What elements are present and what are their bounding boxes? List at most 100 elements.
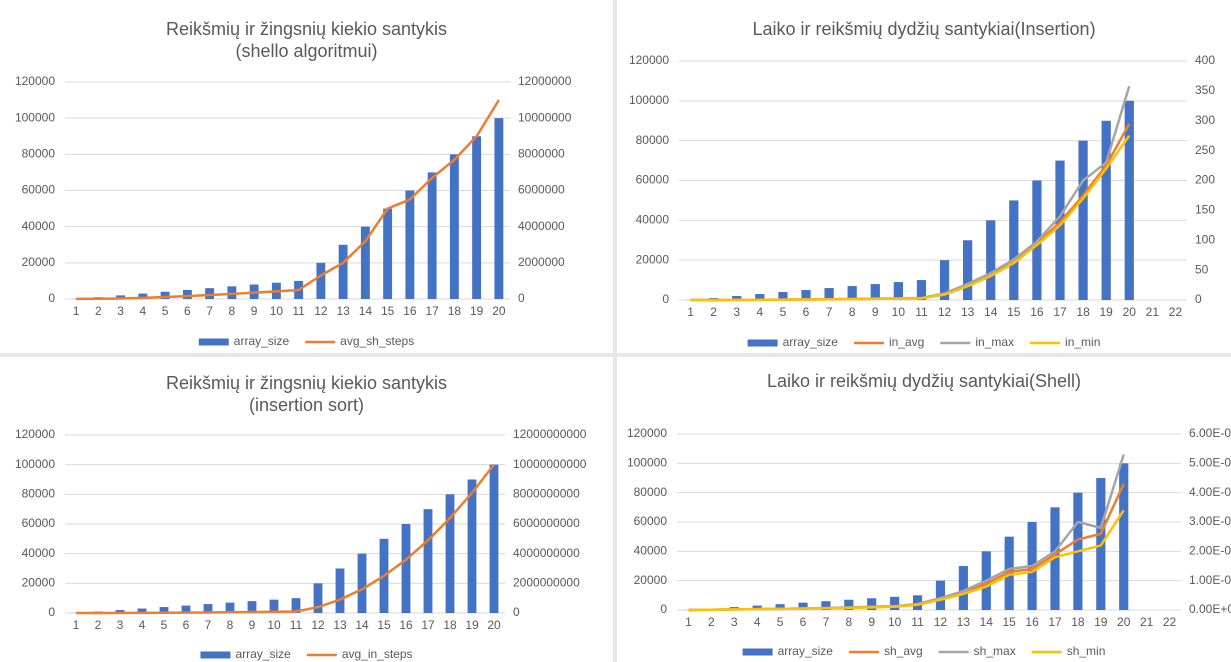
x-tick-label: 19 bbox=[470, 304, 484, 318]
x-tick-label: 21 bbox=[1146, 305, 1160, 319]
bar bbox=[160, 291, 170, 299]
bar bbox=[847, 286, 857, 300]
bar bbox=[821, 601, 831, 610]
chart-title: Laiko ir reikšmių dydžių santykiai(Shell… bbox=[767, 371, 1081, 391]
x-tick-label: 13 bbox=[336, 304, 350, 318]
y2-tick-label: 250 bbox=[1195, 143, 1215, 157]
bar bbox=[316, 262, 326, 299]
y2-tick-label: 8000000 bbox=[518, 147, 565, 161]
x-tick-label: 18 bbox=[1076, 305, 1090, 319]
bar bbox=[494, 118, 504, 300]
y2-tick-label: 8000000000 bbox=[513, 487, 580, 501]
x-tick-label: 4 bbox=[756, 305, 763, 319]
bar bbox=[798, 602, 808, 610]
y2-tick-label: 4000000 bbox=[518, 219, 565, 233]
y2-tick-label: 300 bbox=[1195, 113, 1215, 127]
bar bbox=[405, 190, 415, 299]
bar bbox=[893, 282, 903, 300]
bar bbox=[247, 601, 257, 613]
x-tick-label: 16 bbox=[399, 618, 413, 632]
legend-label: array_size bbox=[235, 647, 291, 661]
x-tick-label: 1 bbox=[687, 305, 694, 319]
x-tick-label: 8 bbox=[845, 615, 852, 629]
y2-tick-label: 6000000000 bbox=[513, 516, 580, 530]
line-series bbox=[690, 134, 1131, 302]
bar bbox=[1055, 160, 1065, 300]
y-tick-label: 100000 bbox=[627, 456, 667, 470]
bar bbox=[137, 608, 147, 613]
y2-tick-label: 4000000000 bbox=[513, 546, 580, 560]
bar bbox=[357, 553, 367, 613]
x-tick-label: 16 bbox=[403, 304, 417, 318]
bar bbox=[963, 240, 973, 300]
y-tick-label: 20000 bbox=[634, 573, 668, 587]
x-tick-label: 5 bbox=[777, 615, 784, 629]
y-tick-label: 80000 bbox=[22, 487, 56, 501]
x-tick-label: 19 bbox=[1094, 615, 1108, 629]
x-tick-label: 7 bbox=[205, 618, 212, 632]
x-tick-label: 17 bbox=[425, 304, 439, 318]
bar bbox=[338, 244, 348, 299]
x-tick-label: 3 bbox=[733, 305, 740, 319]
y-tick-label: 80000 bbox=[636, 133, 670, 147]
chart-subtitle: (shello algoritmui) bbox=[235, 41, 377, 61]
x-tick-label: 22 bbox=[1163, 615, 1177, 629]
x-tick-label: 15 bbox=[377, 618, 391, 632]
x-tick-label: 6 bbox=[183, 618, 190, 632]
y-tick-label: 20000 bbox=[22, 576, 56, 590]
y2-tick-label: 12000000 bbox=[518, 74, 572, 88]
bar bbox=[360, 226, 370, 299]
y-tick-label: 60000 bbox=[22, 183, 56, 197]
y-tick-label: 100000 bbox=[629, 93, 669, 107]
bar bbox=[1124, 100, 1134, 300]
x-tick-label: 15 bbox=[381, 304, 395, 318]
x-tick-label: 7 bbox=[823, 615, 830, 629]
x-tick-label: 10 bbox=[267, 618, 281, 632]
legend-swatch bbox=[198, 338, 229, 346]
y-tick-label: 120000 bbox=[629, 53, 669, 67]
y2-tick-label: 1.00E-01 bbox=[1189, 573, 1231, 587]
x-tick-label: 18 bbox=[443, 618, 457, 632]
y2-tick-label: 0 bbox=[513, 605, 520, 619]
x-tick-label: 11 bbox=[911, 615, 924, 629]
x-tick-label: 14 bbox=[984, 305, 998, 319]
x-tick-label: 6 bbox=[184, 304, 191, 318]
legend-label: avg_in_steps bbox=[342, 647, 413, 661]
bar bbox=[1009, 200, 1019, 300]
bar bbox=[775, 604, 785, 610]
x-tick-label: 12 bbox=[934, 615, 948, 629]
bar bbox=[225, 602, 235, 613]
y-tick-label: 60000 bbox=[22, 516, 56, 530]
bar bbox=[203, 604, 213, 613]
bar bbox=[844, 599, 854, 610]
x-tick-label: 21 bbox=[1140, 615, 1154, 629]
y-tick-label: 100000 bbox=[15, 457, 55, 471]
y-tick-label: 40000 bbox=[634, 544, 668, 558]
bar bbox=[732, 296, 742, 300]
legend-label: in_min bbox=[1065, 335, 1100, 349]
bar bbox=[870, 284, 880, 300]
chart-panel: Laiko ir reikšmių dydžių santykiai(Inser… bbox=[617, 0, 1231, 353]
bar bbox=[445, 494, 455, 613]
y2-tick-label: 5.00E-01 bbox=[1189, 456, 1231, 470]
x-tick-label: 16 bbox=[1025, 615, 1039, 629]
bar bbox=[986, 220, 996, 300]
legend-swatch bbox=[200, 651, 231, 659]
legend-label: array_size bbox=[234, 334, 290, 348]
bar bbox=[867, 598, 877, 610]
y2-tick-label: 150 bbox=[1195, 203, 1215, 217]
bar bbox=[912, 595, 923, 610]
bar bbox=[115, 610, 125, 613]
line-series bbox=[76, 99, 500, 301]
y-tick-label: 120000 bbox=[15, 427, 55, 441]
x-tick-label: 20 bbox=[487, 618, 501, 632]
x-tick-label: 4 bbox=[140, 304, 147, 318]
x-tick-label: 11 bbox=[292, 304, 305, 318]
x-tick-label: 11 bbox=[290, 618, 303, 632]
bar bbox=[138, 293, 148, 299]
bar bbox=[935, 580, 946, 610]
x-tick-label: 18 bbox=[1071, 615, 1085, 629]
y2-tick-label: 2000000 bbox=[518, 255, 565, 269]
y-tick-label: 20000 bbox=[636, 252, 670, 266]
x-tick-label: 3 bbox=[117, 304, 124, 318]
